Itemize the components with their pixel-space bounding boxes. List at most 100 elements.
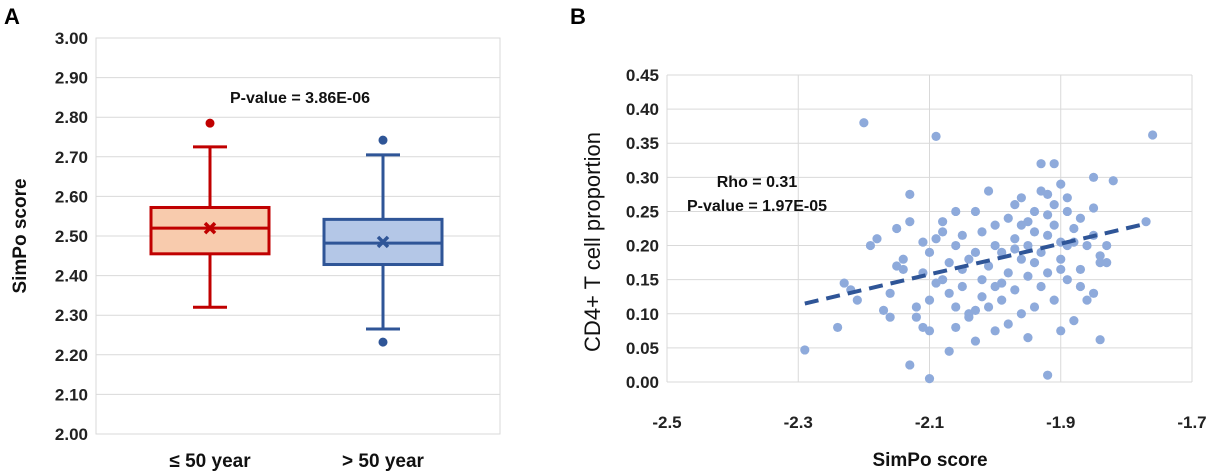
scatter-point bbox=[905, 360, 915, 370]
scatter-point bbox=[905, 217, 915, 227]
x-category-label: ≤ 50 year bbox=[169, 451, 251, 472]
scatter-point bbox=[924, 326, 935, 336]
x-tick-label-b: -2.3 bbox=[784, 413, 813, 432]
scatter-point bbox=[1056, 179, 1066, 189]
scatter-point bbox=[957, 230, 967, 240]
scatter-point bbox=[1043, 230, 1053, 240]
scatter-point bbox=[1010, 200, 1020, 210]
box-plot-panel: 3.00 2.90 2.80 2.70 2.60 2.50 2.40 2.30 2.20 2.10… bbox=[10, 29, 501, 472]
y-tick-label-a: 2.20 bbox=[55, 346, 88, 365]
scatter-point bbox=[938, 217, 948, 227]
x-category-label: > 50 year bbox=[342, 451, 424, 472]
scatter-point bbox=[1075, 281, 1086, 292]
y-tick-label-b: 0.10 bbox=[626, 305, 659, 324]
scatter-point bbox=[1023, 217, 1033, 227]
scatter-point bbox=[1043, 268, 1053, 278]
scatter-point bbox=[931, 131, 941, 141]
y-tick-label-b: 0.45 bbox=[626, 66, 659, 85]
scatter-point bbox=[924, 247, 935, 257]
scatter-point bbox=[911, 312, 921, 322]
scatter-point bbox=[970, 305, 981, 315]
scatter-point bbox=[951, 322, 961, 333]
scatter-point bbox=[964, 254, 974, 264]
annotation-pvalue-b: P-value = 1.97E-05 bbox=[687, 198, 827, 215]
scatter-point bbox=[1049, 295, 1059, 305]
scatter-point bbox=[944, 258, 954, 268]
scatter-point bbox=[1016, 309, 1026, 319]
scatter-point bbox=[1010, 285, 1020, 295]
scatter-point bbox=[983, 186, 994, 196]
scatter-point bbox=[852, 295, 862, 305]
scatter-point bbox=[892, 223, 902, 234]
scatter-point bbox=[944, 346, 954, 356]
scatter-point bbox=[859, 118, 869, 128]
outlier-point bbox=[378, 135, 388, 145]
scatter-point bbox=[1029, 227, 1040, 237]
scatter-point bbox=[898, 254, 908, 264]
scatter-point bbox=[983, 261, 994, 271]
mean-marker bbox=[203, 221, 217, 235]
outlier-point bbox=[205, 118, 215, 128]
x-axis-label-b: SimPo score bbox=[872, 450, 987, 471]
scatter-point bbox=[990, 240, 1000, 251]
scatter-point bbox=[924, 295, 935, 305]
y-tick-label-a: 2.60 bbox=[55, 187, 88, 206]
scatter-point bbox=[905, 189, 915, 199]
scatter-point bbox=[924, 373, 935, 384]
scatter-point bbox=[1036, 247, 1046, 257]
x-tick-label-b: -1.7 bbox=[1177, 413, 1206, 432]
scatter-point bbox=[951, 206, 961, 217]
scatter-point bbox=[1003, 268, 1013, 278]
y-tick-label-b: 0.25 bbox=[626, 202, 659, 221]
scatter-point bbox=[990, 281, 1000, 292]
scatter-point bbox=[944, 288, 954, 298]
scatter-point bbox=[1095, 335, 1105, 345]
scatter-point bbox=[1049, 200, 1059, 210]
scatter-point bbox=[1049, 220, 1059, 230]
scatter-point bbox=[1056, 254, 1066, 264]
scatter-point bbox=[1075, 264, 1086, 275]
scatter-point bbox=[1029, 258, 1040, 268]
scatter-point bbox=[997, 247, 1007, 257]
scatter-point bbox=[1102, 258, 1112, 268]
scatter-point bbox=[970, 247, 981, 257]
scatter-point bbox=[1062, 206, 1072, 217]
scatter-point bbox=[918, 237, 928, 247]
scatter-point bbox=[911, 302, 921, 312]
scatter-point bbox=[872, 234, 882, 244]
scatter-point bbox=[865, 240, 876, 251]
scatter-point bbox=[1056, 326, 1066, 336]
scatter-point bbox=[1088, 203, 1099, 213]
scatter-point bbox=[1082, 295, 1092, 305]
scatter-point bbox=[977, 227, 987, 237]
scatter-point bbox=[1082, 240, 1092, 251]
y-tick-label-a: 2.70 bbox=[55, 148, 88, 167]
trend-line bbox=[804, 221, 1147, 306]
scatter-point bbox=[1141, 217, 1151, 227]
scatter-point bbox=[970, 206, 981, 217]
scatter-point bbox=[1023, 271, 1033, 281]
outlier-point bbox=[378, 337, 388, 347]
scatter-plot-panel: 0.45 0.40 0.35 0.30 0.25 0.20 0.15 0.10 0.05 0.00… bbox=[580, 66, 1207, 471]
y-tick-label-a: 2.00 bbox=[55, 425, 88, 444]
x-tick-label-b: -1.9 bbox=[1046, 413, 1075, 432]
scatter-point bbox=[1148, 130, 1158, 140]
annotation-rho: Rho = 0.31 bbox=[717, 174, 798, 191]
panel-letter-a: A bbox=[4, 4, 20, 29]
scatter-point bbox=[1029, 206, 1040, 217]
x-tick-label-b: -2.5 bbox=[652, 413, 681, 432]
scatter-point bbox=[951, 240, 961, 251]
scatter-point bbox=[1062, 275, 1072, 285]
scatter-point bbox=[1043, 370, 1053, 380]
scatter-point bbox=[1043, 210, 1053, 220]
scatter-point bbox=[1095, 251, 1105, 261]
scatter-point bbox=[1075, 213, 1086, 223]
scatter-point bbox=[1010, 244, 1020, 254]
scatter-point bbox=[1069, 316, 1079, 326]
box bbox=[149, 205, 271, 256]
scatter-point bbox=[1023, 333, 1033, 343]
y-tick-label-b: 0.00 bbox=[626, 373, 659, 392]
scatter-point bbox=[833, 322, 843, 333]
scatter-point bbox=[990, 326, 1000, 336]
y-axis-label-a: SimPo score bbox=[10, 178, 31, 293]
